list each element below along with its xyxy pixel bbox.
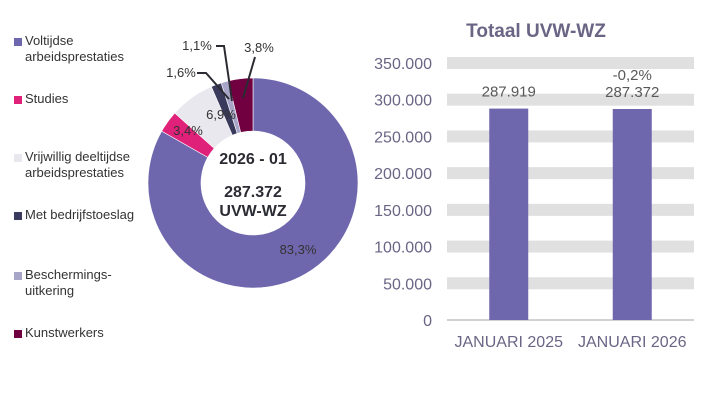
donut-center-period: 2026 - 01 (219, 151, 287, 168)
gridline (447, 167, 694, 180)
y-tick-label: 0 (423, 313, 432, 330)
legend-swatch (14, 38, 22, 46)
y-tick-label: 100.000 (374, 240, 432, 257)
donut-center-total: 287.372 (224, 184, 282, 201)
leader-line (242, 56, 256, 99)
legend-label: Studies (25, 91, 69, 106)
leader-line (197, 72, 230, 100)
y-tick-label: 350.000 (374, 56, 432, 73)
legend-label: Beschermings-uitkering (25, 267, 112, 298)
legend-label: Voltijdse arbeidsprestaties (25, 33, 124, 64)
bar-value-label: 287.372 (605, 84, 659, 101)
donut-slice (227, 77, 254, 133)
gridline (447, 203, 694, 216)
bar-chart-title: Totaal UVW-WZ (466, 21, 606, 42)
donut-center-unit: UVW-WZ (219, 203, 286, 220)
legend-label: Vrijwillig deeltijdse arbeidsprestaties (25, 149, 131, 180)
legend-swatch (14, 212, 22, 220)
donut-slice (147, 77, 359, 289)
leader-line (216, 45, 233, 102)
slice-label: 3,4% (173, 123, 203, 138)
legend-label: Kunstwerkers (25, 325, 104, 340)
gridline (447, 277, 694, 290)
legend-swatch (14, 96, 22, 104)
legend-swatch (14, 272, 22, 280)
legend-swatch (14, 154, 22, 162)
bar-change-label: -0,2% (613, 67, 652, 84)
gridline (447, 130, 694, 143)
y-tick-label: 300.000 (374, 93, 432, 110)
bar (489, 108, 529, 320)
gridline (447, 57, 694, 69)
y-tick-label: 250.000 (374, 129, 432, 146)
x-category-label: JANUARI 2026 (578, 334, 687, 351)
legend-swatch (14, 330, 22, 338)
bar-value-label: 287.919 (482, 84, 536, 101)
y-tick-label: 200.000 (374, 166, 432, 183)
slice-label: 83,3% (280, 242, 317, 257)
y-tick-label: 50.000 (383, 276, 432, 293)
gridline (447, 93, 694, 106)
slice-label: 3,8% (244, 40, 274, 55)
y-tick-label: 150.000 (374, 203, 432, 220)
gridline (447, 240, 694, 253)
slice-label: 1,1% (182, 38, 212, 53)
slice-label: 1,6% (166, 65, 196, 80)
legend-label: Met bedrijfstoeslag (25, 207, 135, 222)
bar (612, 108, 652, 320)
x-category-label: JANUARI 2025 (455, 334, 564, 351)
slice-label: 6,9% (206, 107, 236, 122)
